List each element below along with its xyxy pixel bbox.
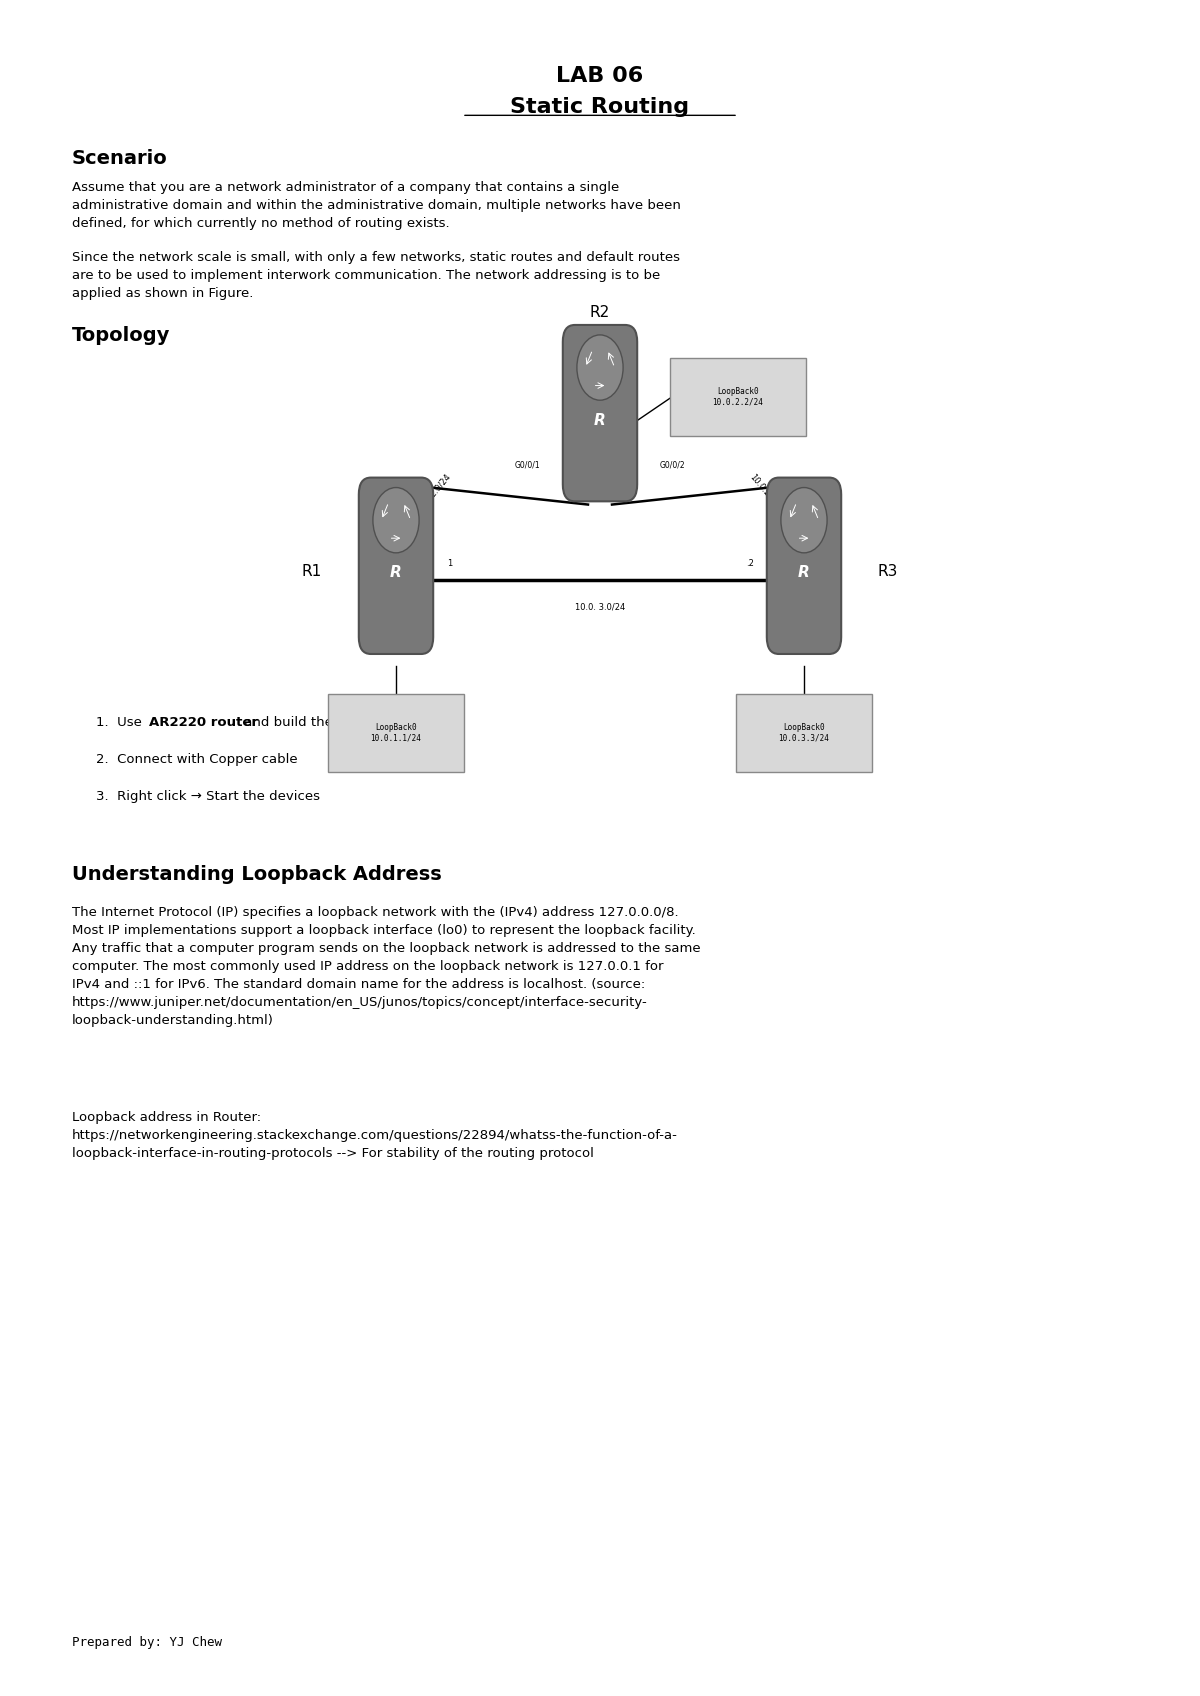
Text: LAB 06: LAB 06 [557,66,643,86]
Text: and build the above topology: and build the above topology [240,716,440,729]
Circle shape [781,487,827,553]
FancyBboxPatch shape [767,478,841,655]
Text: G0/0/1: G0/0/1 [515,460,540,470]
Text: GC/0/0: GC/0/0 [402,619,428,629]
Text: R: R [594,412,606,427]
Text: .2: .2 [566,490,574,500]
FancyBboxPatch shape [736,694,872,772]
Text: G0/0/2: G0/0/2 [660,460,685,470]
Text: G0/C/0: G0/C/0 [772,619,798,629]
Text: 1: 1 [448,558,452,568]
Text: Prepared by: YJ Chew: Prepared by: YJ Chew [72,1635,222,1649]
Text: LoopBack0
10.0.2.2/24: LoopBack0 10.0.2.2/24 [713,387,763,407]
Circle shape [373,487,419,553]
Text: R: R [798,565,810,580]
Text: 1.  Use: 1. Use [96,716,146,729]
Text: .2: .2 [746,558,754,568]
FancyBboxPatch shape [670,358,806,436]
Text: Scenario: Scenario [72,149,168,168]
Text: .2: .2 [626,490,634,500]
Text: Topology: Topology [72,326,170,344]
Text: LoopBack0
10.0.1.1/24: LoopBack0 10.0.1.1/24 [371,722,421,743]
Text: 10.0.23.0/24: 10.0.23.0/24 [748,471,788,519]
Text: 10.0. 3.0/24: 10.0. 3.0/24 [575,602,625,612]
FancyBboxPatch shape [359,478,433,655]
FancyBboxPatch shape [328,694,464,772]
Text: 10.0.12.0/24: 10.0.12.0/24 [412,471,452,519]
Text: R1: R1 [302,565,322,578]
FancyBboxPatch shape [563,326,637,502]
Circle shape [577,334,623,400]
Text: 3.  Right click → Start the devices: 3. Right click → Start the devices [96,790,320,804]
Text: Static Routing: Static Routing [510,97,690,117]
Text: 2.  Connect with Copper cable: 2. Connect with Copper cable [96,753,298,767]
Text: G0/0/: G0/0/ [364,507,384,517]
Text: .1: .1 [416,500,424,510]
Text: Since the network scale is small, with only a few networks, static routes and de: Since the network scale is small, with o… [72,251,680,300]
Text: Assume that you are a network administrator of a company that contains a single
: Assume that you are a network administra… [72,181,680,231]
Text: LoopBack0
10.0.3.3/24: LoopBack0 10.0.3.3/24 [779,722,829,743]
Text: AR2220 router: AR2220 router [149,716,258,729]
Text: R: R [390,565,402,580]
Text: R2: R2 [590,305,610,319]
Text: Loopback address in Router:
https://networkengineering.stackexchange.com/questio: Loopback address in Router: https://netw… [72,1111,678,1160]
Text: .3: .3 [776,500,784,510]
Text: Understanding Loopback Address: Understanding Loopback Address [72,865,442,884]
Text: The Internet Protocol (IP) specifies a loopback network with the (IPv4) address : The Internet Protocol (IP) specifies a l… [72,906,701,1026]
Text: G0/0/2: G0/0/2 [816,507,841,517]
Text: R3: R3 [878,565,898,578]
